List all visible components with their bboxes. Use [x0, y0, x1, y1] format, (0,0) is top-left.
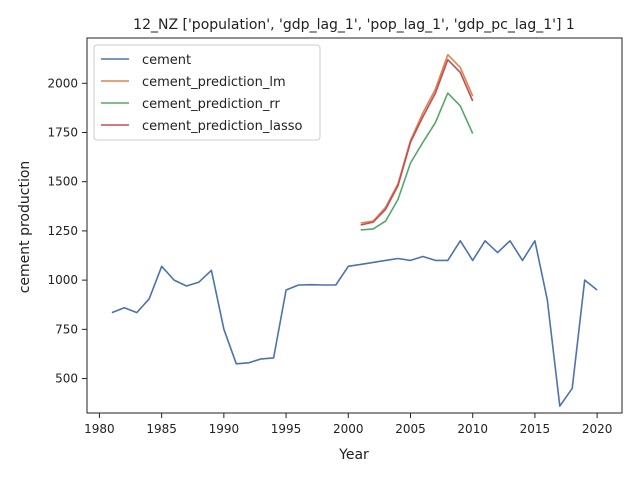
x-tick-label: 1990 [209, 422, 240, 436]
x-axis: 1980 1985 1990 1995 2000 2005 2010 2015 2020 [84, 413, 612, 436]
y-tick-label: 1750 [47, 125, 78, 139]
y-tick-label: 750 [55, 322, 78, 336]
plot-frame [86, 37, 623, 414]
y-axis-label: cement production [17, 161, 33, 294]
y-axis: 500 750 1000 1250 1500 1750 2000 [47, 76, 87, 386]
x-tick-label: 2015 [520, 422, 551, 436]
y-tick-label: 1250 [47, 224, 78, 238]
x-tick-label: 2000 [333, 422, 364, 436]
x-tick-label: 2020 [582, 422, 613, 436]
series-line-cement [111, 240, 598, 407]
x-tick-label: 2005 [395, 422, 426, 436]
legend-entry-label: cement_prediction_rr [142, 97, 280, 112]
series-line-cement-prediction-lasso [360, 58, 474, 226]
y-tick-label: 1000 [47, 273, 78, 287]
x-tick-label: 1985 [146, 422, 177, 436]
series-line-cement-prediction-rr [360, 92, 474, 231]
series-layer [111, 53, 598, 407]
x-axis-label: Year [338, 447, 369, 463]
legend: cement cement_prediction_lm cement_predict… [93, 44, 321, 141]
chart-title: 12_NZ ['population', 'gdp_lag_1', 'pop_l… [133, 17, 575, 33]
x-tick-label: 1995 [271, 422, 302, 436]
series-line-cement-prediction-lm [360, 53, 474, 224]
plot-area [86, 37, 623, 414]
y-tick-label: 500 [55, 372, 78, 386]
y-tick-label: 2000 [47, 76, 78, 90]
x-tick-label: 2010 [457, 422, 488, 436]
x-tick-label: 1980 [84, 422, 115, 436]
legend-box [93, 44, 321, 141]
y-tick-label: 1500 [47, 175, 78, 189]
legend-entry-label: cement [142, 53, 191, 68]
legend-entry-label: cement_prediction_lm [142, 75, 286, 90]
legend-entry-label: cement_prediction_lasso [142, 119, 302, 134]
